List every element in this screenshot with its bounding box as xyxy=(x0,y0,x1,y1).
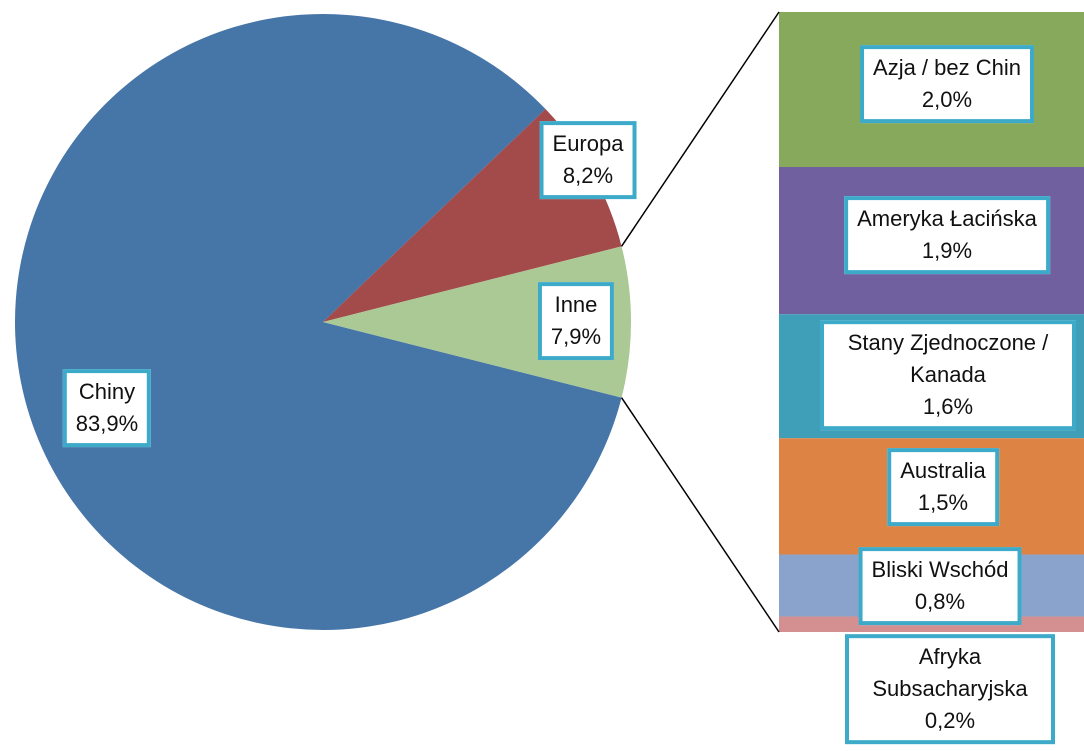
value-label: 83,9% xyxy=(75,411,139,436)
data-label-box: Azja / bez Chin 2,0% xyxy=(860,45,1034,123)
data-label-box: Afryka Subsacharyjska 0,2% xyxy=(845,634,1055,744)
category-label: Europa xyxy=(552,131,624,157)
value-label: 7,9% xyxy=(550,324,602,349)
data-label-box: Australia 1,5% xyxy=(887,448,999,526)
connector-line xyxy=(620,11,780,247)
category-label: Ameryka Łacińska xyxy=(857,206,1037,232)
data-label-box: Inne 7,9% xyxy=(537,282,615,360)
data-label-box: Ameryka Łacińska 1,9% xyxy=(844,196,1050,274)
pie-slice xyxy=(15,14,622,631)
data-label-box: Chiny 83,9% xyxy=(62,369,152,447)
value-label: 2,0% xyxy=(921,87,973,112)
data-label-box: Stany Zjednoczone / Kanada 1,6% xyxy=(820,320,1076,430)
connector-line xyxy=(620,397,780,633)
value-label: 1,5% xyxy=(917,490,969,515)
category-label: Inne xyxy=(554,292,598,318)
category-label: Bliski Wschód xyxy=(871,557,1009,583)
value-label: 0,8% xyxy=(914,589,966,614)
category-label: Chiny xyxy=(78,379,136,405)
category-label: Afryka Subsacharyjska xyxy=(872,644,1028,702)
value-label: 1,6% xyxy=(922,393,974,419)
category-label: Stany Zjednoczone / Kanada xyxy=(847,330,1049,388)
data-label-box: Europa 8,2% xyxy=(539,121,637,199)
category-label: Australia xyxy=(900,458,986,484)
category-label: Azja / bez Chin xyxy=(873,55,1021,81)
value-label: 0,2% xyxy=(924,707,976,733)
value-label: 8,2% xyxy=(562,163,614,188)
value-label: 1,9% xyxy=(921,238,973,263)
data-label-box: Bliski Wschód 0,8% xyxy=(858,547,1022,625)
